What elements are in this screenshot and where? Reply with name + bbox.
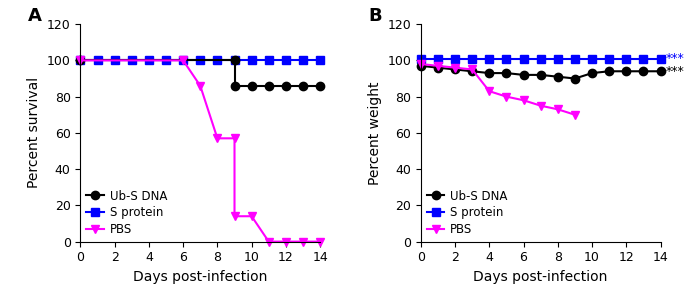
S protein [554,57,562,60]
S protein [656,57,665,60]
S protein [622,57,630,60]
PBS [485,89,493,93]
S protein [93,59,101,62]
S protein [161,59,170,62]
PBS [434,64,442,68]
Ub-S DNA [230,84,238,88]
Ub-S DNA [76,59,85,62]
S protein [264,59,273,62]
Text: ***: *** [665,65,684,78]
PBS [468,68,477,71]
PBS [230,214,238,218]
S protein [605,57,614,60]
S protein [451,57,459,60]
Line: S protein: S protein [417,54,665,63]
PBS [537,104,545,108]
S protein [230,59,238,62]
S protein [316,59,324,62]
Ub-S DNA [264,84,273,88]
S protein [127,59,136,62]
Ub-S DNA [571,77,579,80]
Ub-S DNA [640,69,648,73]
PBS [230,137,238,140]
Ub-S DNA [468,69,477,73]
S protein [537,57,545,60]
Ub-S DNA [247,84,256,88]
PBS [519,98,528,102]
PBS [247,214,256,218]
Ub-S DNA [434,66,442,69]
S protein [640,57,648,60]
S protein [485,57,493,60]
Ub-S DNA [298,84,307,88]
PBS [196,84,204,88]
Y-axis label: Percent weight: Percent weight [368,81,382,185]
PBS [554,108,562,111]
S protein [298,59,307,62]
S protein [76,59,85,62]
PBS [298,240,307,243]
Ub-S DNA [282,84,290,88]
S protein [468,57,477,60]
Line: PBS: PBS [76,56,324,246]
PBS [179,59,187,62]
PBS [503,95,511,98]
PBS [76,59,85,62]
X-axis label: Days post-infection: Days post-infection [133,270,268,284]
Y-axis label: Percent survival: Percent survival [27,77,41,188]
Ub-S DNA [503,71,511,75]
PBS [264,240,273,243]
Ub-S DNA [316,84,324,88]
S protein [145,59,153,62]
Ub-S DNA [485,71,493,75]
S protein [571,57,579,60]
Ub-S DNA [417,64,425,68]
Ub-S DNA [451,68,459,71]
Ub-S DNA [554,75,562,79]
S protein [247,59,256,62]
Text: A: A [28,7,41,25]
Line: S protein: S protein [76,56,324,65]
PBS [451,66,459,69]
Text: B: B [368,7,382,25]
S protein [179,59,187,62]
PBS [213,137,222,140]
S protein [588,57,596,60]
Ub-S DNA [519,73,528,77]
PBS [316,240,324,243]
PBS [417,62,425,66]
Text: ***: *** [665,52,684,65]
Ub-S DNA [230,59,238,62]
S protein [196,59,204,62]
Ub-S DNA [605,69,614,73]
PBS [571,113,579,117]
PBS [282,240,290,243]
X-axis label: Days post-infection: Days post-infection [473,270,608,284]
S protein [503,57,511,60]
S protein [434,57,442,60]
Line: PBS: PBS [417,60,579,119]
Ub-S DNA [656,69,665,73]
S protein [213,59,222,62]
Legend: Ub-S DNA, S protein, PBS: Ub-S DNA, S protein, PBS [86,190,167,236]
S protein [110,59,119,62]
Ub-S DNA [537,73,545,77]
Line: Ub-S DNA: Ub-S DNA [417,62,665,83]
Line: Ub-S DNA: Ub-S DNA [76,56,324,90]
S protein [417,57,425,60]
Legend: Ub-S DNA, S protein, PBS: Ub-S DNA, S protein, PBS [426,190,507,236]
Ub-S DNA [622,69,630,73]
S protein [519,57,528,60]
S protein [282,59,290,62]
Ub-S DNA [588,71,596,75]
